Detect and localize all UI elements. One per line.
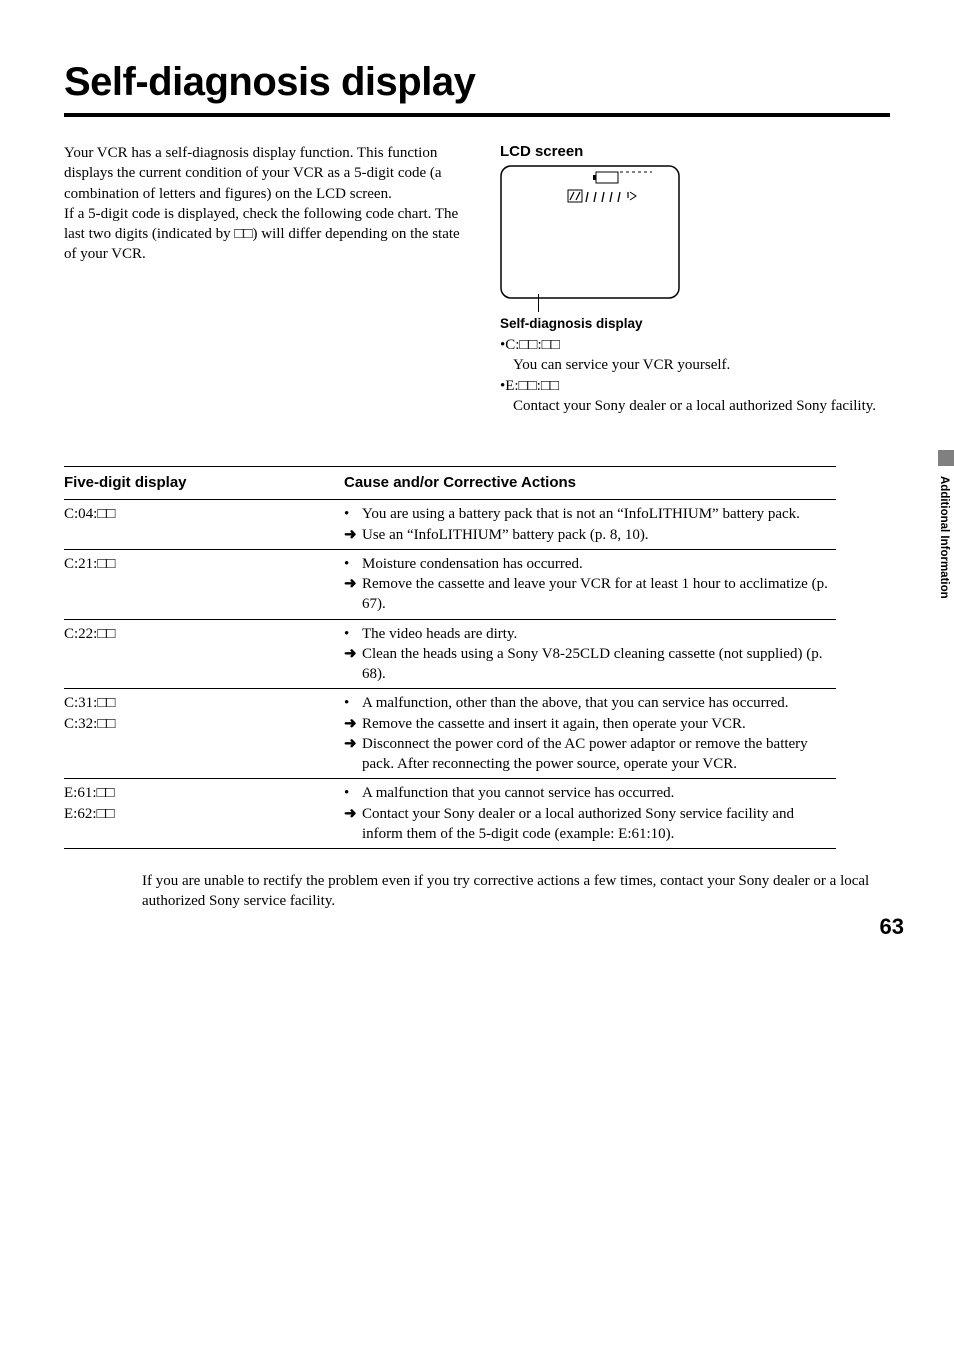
table-row: C:31:□□ C:32:□□ •A malfunction, other th… [64,689,836,779]
title-rule [64,113,890,117]
table-row: E:61:□□ E:62:□□ •A malfunction that you … [64,779,836,849]
table-row: C:22:□□ •The video heads are dirty. ➜Cle… [64,619,836,689]
cell-code: C:31:□□ C:32:□□ [64,689,344,779]
lcd-column: LCD screen [500,143,890,416]
intro-section: Your VCR has a self-diagnosis display fu… [64,143,890,416]
lcd-label: LCD screen [500,143,890,160]
intro-p1: Your VCR has a self-diagnosis display fu… [64,145,442,202]
cell-code: C:22:□□ [64,619,344,689]
selfdiag-heading: Self-diagnosis display [500,316,890,331]
cell-cause: •A malfunction that you cannot service h… [344,779,836,849]
code-table: Five-digit display Cause and/or Correcti… [64,466,836,849]
table-header-row: Five-digit display Cause and/or Correcti… [64,467,836,500]
lcd-svg [500,160,700,300]
side-tab: Additional Information [928,450,954,650]
selfdiag-list: •C:□□:□□ You can service your VCR yourse… [500,335,890,416]
table-row: C:04:□□ •You are using a battery pack th… [64,500,836,550]
col-header-code: Five-digit display [64,467,344,500]
side-tab-label: Additional Information [938,476,950,599]
footnote: If you are unable to rectify the problem… [142,871,872,912]
table-row: C:21:□□ •Moisture condensation has occur… [64,549,836,619]
page-title: Self-diagnosis display [64,60,890,105]
selfdiag-item-e: •E:□□:□□ [500,376,890,396]
cell-code: C:04:□□ [64,500,344,550]
intro-p2: If a 5-digit code is displayed, check th… [64,206,460,263]
callout-line [538,294,539,312]
page-number: 63 [880,914,904,940]
intro-text: Your VCR has a self-diagnosis display fu… [64,143,470,416]
selfdiag-item-c: •C:□□:□□ [500,335,890,355]
cell-cause: •You are using a battery pack that is no… [344,500,836,550]
side-tab-bar [938,450,954,466]
cell-cause: •Moisture condensation has occurred. ➜Re… [344,549,836,619]
cell-code: E:61:□□ E:62:□□ [64,779,344,849]
selfdiag-item-e-desc: Contact your Sony dealer or a local auth… [500,396,890,416]
lcd-screen-figure [500,160,700,300]
cell-cause: •A malfunction, other than the above, th… [344,689,836,779]
selfdiag-item-c-desc: You can service your VCR yourself. [500,355,890,375]
col-header-cause: Cause and/or Corrective Actions [344,467,836,500]
cell-code: C:21:□□ [64,549,344,619]
cell-cause: •The video heads are dirty. ➜Clean the h… [344,619,836,689]
